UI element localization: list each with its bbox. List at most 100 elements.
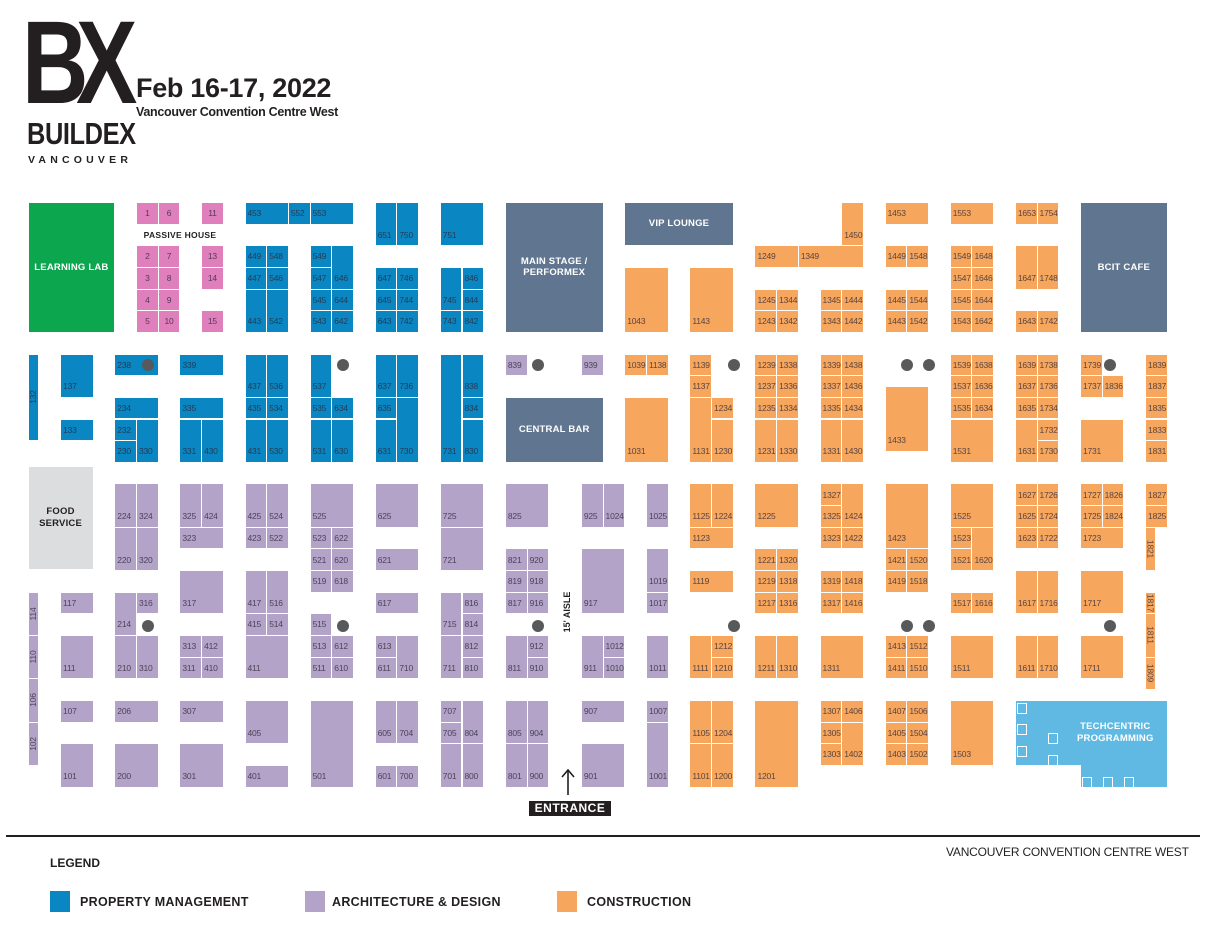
- booth-230[interactable]: 230: [115, 441, 136, 462]
- booth-1211[interactable]: 1211: [755, 636, 777, 679]
- booth-6[interactable]: 6: [158, 203, 180, 224]
- booth-643[interactable]: 643: [375, 311, 397, 332]
- booth-410[interactable]: 410: [202, 657, 223, 679]
- booth-220[interactable]: 220: [115, 527, 136, 571]
- booth-1653[interactable]: 1653: [1015, 203, 1037, 224]
- booth-1825[interactable]: 1825: [1146, 506, 1167, 527]
- booth-137[interactable]: 137: [61, 354, 93, 397]
- booth-545[interactable]: 545: [310, 289, 332, 311]
- booth-1502[interactable]: 1502: [907, 744, 929, 765]
- booth-710[interactable]: 710: [397, 636, 419, 679]
- booth-1732[interactable]: 1732: [1037, 419, 1059, 441]
- booth-721[interactable]: 721: [440, 527, 484, 571]
- booth-642[interactable]: 642: [332, 311, 353, 332]
- booth-1010[interactable]: 1010: [603, 657, 625, 679]
- booth-1453[interactable]: 1453: [885, 203, 929, 224]
- booth-918[interactable]: 918: [527, 571, 549, 592]
- booth-612[interactable]: 612: [332, 636, 353, 657]
- booth-711[interactable]: 711: [440, 636, 462, 679]
- booth-224[interactable]: 224: [115, 484, 136, 527]
- booth-514[interactable]: 514: [267, 614, 288, 635]
- booth-1827[interactable]: 1827: [1146, 484, 1167, 506]
- booth-1243[interactable]: 1243: [755, 311, 777, 332]
- booth-1245[interactable]: 1245: [755, 289, 777, 311]
- booth-1413[interactable]: 1413: [885, 636, 907, 657]
- booth-1019[interactable]: 1019: [646, 549, 668, 592]
- booth-1727[interactable]: 1727: [1080, 484, 1102, 506]
- booth-1809[interactable]: 1809: [1146, 657, 1156, 690]
- booth-530[interactable]: 530: [267, 419, 288, 462]
- booth-618[interactable]: 618: [332, 571, 353, 592]
- booth-1742[interactable]: 1742: [1037, 311, 1059, 332]
- booth-1007[interactable]: 1007: [646, 700, 668, 722]
- area-main-stage[interactable]: MAIN STAGE / PERFORMEX: [505, 203, 603, 332]
- booth-834[interactable]: 834: [462, 397, 484, 419]
- booth-443[interactable]: 443: [245, 289, 267, 332]
- booth-339[interactable]: 339: [180, 354, 223, 376]
- booth-1525[interactable]: 1525: [950, 484, 994, 527]
- booth-920[interactable]: 920: [527, 549, 549, 571]
- booth-1617[interactable]: 1617: [1015, 571, 1037, 614]
- booth-1422[interactable]: 1422: [842, 527, 863, 549]
- booth-537[interactable]: 537: [310, 354, 332, 397]
- booth-1331[interactable]: 1331: [820, 419, 842, 462]
- booth-1442[interactable]: 1442: [842, 311, 863, 332]
- booth-700[interactable]: 700: [397, 765, 419, 787]
- booth-907[interactable]: 907: [581, 700, 625, 722]
- booth-838[interactable]: 838: [462, 354, 484, 397]
- booth-705[interactable]: 705: [440, 722, 462, 744]
- booth-1138[interactable]: 1138: [646, 354, 668, 376]
- booth-7[interactable]: 7: [158, 246, 180, 267]
- booth-1510[interactable]: 1510: [907, 657, 929, 679]
- booth-1335[interactable]: 1335: [820, 397, 842, 419]
- booth-707[interactable]: 707: [440, 700, 462, 722]
- booth-746[interactable]: 746: [397, 267, 419, 289]
- booth-447[interactable]: 447: [245, 267, 267, 289]
- booth-552[interactable]: 552: [288, 203, 310, 224]
- booth-110[interactable]: 110: [28, 636, 38, 679]
- booth-1443[interactable]: 1443: [885, 311, 907, 332]
- booth-1349[interactable]: 1349: [798, 246, 863, 267]
- booth-1338[interactable]: 1338: [777, 354, 798, 376]
- booth-1418[interactable]: 1418: [842, 571, 863, 592]
- booth-901[interactable]: 901: [581, 744, 625, 787]
- booth-613[interactable]: 613: [375, 636, 397, 657]
- booth-1323[interactable]: 1323: [820, 527, 842, 549]
- booth-307[interactable]: 307: [180, 700, 223, 722]
- booth-1737[interactable]: 1737: [1080, 376, 1102, 397]
- booth-819[interactable]: 819: [505, 571, 527, 592]
- booth-645[interactable]: 645: [375, 289, 397, 311]
- booth-107[interactable]: 107: [61, 700, 93, 722]
- booth-1119[interactable]: 1119: [690, 571, 733, 592]
- booth-842[interactable]: 842: [462, 311, 484, 332]
- booth-412[interactable]: 412: [202, 636, 223, 657]
- booth-1143[interactable]: 1143: [690, 267, 733, 332]
- booth-1638[interactable]: 1638: [972, 354, 994, 376]
- booth-1344[interactable]: 1344: [777, 289, 798, 311]
- booth-925[interactable]: 925: [581, 484, 603, 527]
- booth-1642[interactable]: 1642: [972, 311, 994, 332]
- booth-1824[interactable]: 1824: [1102, 506, 1124, 527]
- booth-1445[interactable]: 1445: [885, 289, 907, 311]
- booth-1646[interactable]: 1646: [972, 267, 994, 289]
- booth-634[interactable]: 634: [332, 397, 353, 419]
- booth-1731[interactable]: 1731: [1080, 419, 1124, 462]
- booth-1636[interactable]: 1636: [972, 376, 994, 397]
- booth-1438[interactable]: 1438: [842, 354, 863, 376]
- booth-13[interactable]: 13: [202, 246, 223, 267]
- booth-232[interactable]: 232: [115, 419, 136, 441]
- booth-1039[interactable]: 1039: [625, 354, 646, 376]
- techcentric-pod[interactable]: [1082, 777, 1092, 788]
- booth-1634[interactable]: 1634: [972, 397, 994, 419]
- booth-1011[interactable]: 1011: [646, 636, 668, 679]
- booth-542[interactable]: 542: [267, 289, 288, 332]
- booth-1111[interactable]: 1111: [690, 636, 712, 679]
- booth-401[interactable]: 401: [245, 765, 288, 787]
- booth-750[interactable]: 750: [397, 203, 419, 246]
- booth-1318[interactable]: 1318: [777, 571, 798, 592]
- booth-1339[interactable]: 1339: [820, 354, 842, 376]
- booth-1716[interactable]: 1716: [1037, 571, 1059, 614]
- booth-801[interactable]: 801: [505, 744, 527, 787]
- booth-1423[interactable]: 1423: [885, 484, 929, 549]
- booth-651[interactable]: 651: [375, 203, 397, 246]
